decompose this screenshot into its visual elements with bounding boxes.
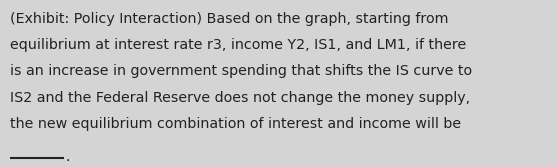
- Text: (Exhibit: Policy Interaction) Based on the graph, starting from: (Exhibit: Policy Interaction) Based on t…: [10, 12, 449, 26]
- Text: .: .: [66, 150, 70, 164]
- Text: is an increase in government spending that shifts the IS curve to: is an increase in government spending th…: [10, 64, 472, 78]
- Text: IS2 and the Federal Reserve does not change the money supply,: IS2 and the Federal Reserve does not cha…: [10, 91, 470, 105]
- Text: equilibrium at interest rate r3, income Y2, IS1, and LM1, if there: equilibrium at interest rate r3, income …: [10, 38, 466, 52]
- Text: the new equilibrium combination of interest and income will be: the new equilibrium combination of inter…: [10, 117, 461, 131]
